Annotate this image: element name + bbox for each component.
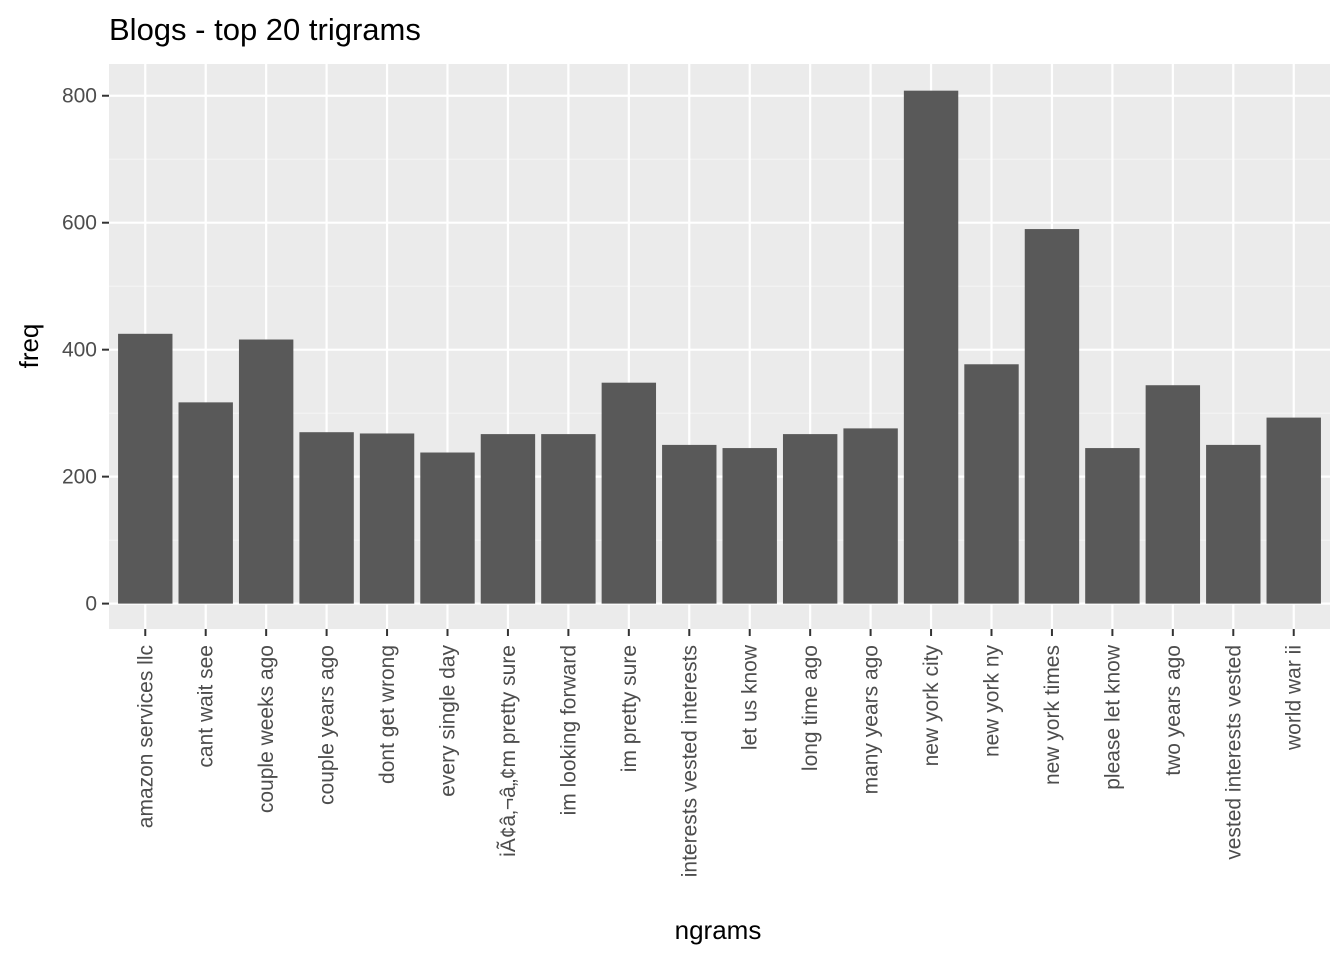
y-tick-label: 800: [62, 85, 97, 108]
bar: [541, 434, 596, 604]
bar: [1206, 444, 1261, 604]
x-tick-label: let us know: [739, 644, 762, 750]
bar: [782, 434, 838, 604]
bar: [662, 444, 717, 604]
x-axis: amazon services llc cant wait see couple w…: [134, 629, 1306, 877]
x-tick-label: new york times: [1041, 645, 1064, 785]
bar: [118, 333, 173, 604]
x-tick-label: new york city: [920, 645, 943, 767]
bar: [238, 339, 294, 604]
x-tick-label: long time ago: [799, 645, 822, 771]
x-tick-label: many years ago: [860, 645, 883, 794]
bar: [299, 432, 354, 604]
x-axis-title: ngrams: [675, 915, 762, 945]
x-tick-label: iÃ¢â‚¬â„¢m pretty sure: [496, 645, 520, 857]
bar: [1085, 448, 1140, 604]
x-tick-label: couple weeks ago: [255, 645, 278, 813]
bar: [722, 448, 777, 604]
x-tick-label: two years ago: [1162, 645, 1185, 776]
y-tick-label: 200: [62, 466, 97, 489]
bar: [964, 364, 1019, 604]
bar: [903, 90, 959, 604]
chart-title: Blogs - top 20 trigrams: [109, 12, 421, 47]
x-tick-label: interests vested interests: [678, 645, 701, 877]
x-tick-label: dont get wrong: [376, 645, 399, 784]
bar: [1145, 385, 1201, 604]
y-axis-title: freq: [14, 324, 44, 369]
bar: [420, 452, 475, 604]
x-tick-label: every single day: [436, 645, 459, 797]
y-tick-label: 400: [62, 339, 97, 362]
x-tick-label: amazon services llc: [134, 645, 157, 828]
y-tick-label: 0: [85, 593, 97, 616]
bar: [359, 433, 415, 604]
bar: [1024, 229, 1080, 604]
x-tick-label: vested interests vested: [1222, 645, 1245, 860]
bar: [843, 428, 898, 604]
x-tick-label: please let know: [1101, 644, 1124, 790]
bar: [601, 382, 657, 604]
bars: [118, 90, 1321, 604]
x-tick-label: im looking forward: [557, 645, 580, 815]
x-tick-label: world war ii: [1283, 645, 1306, 751]
x-tick-label: couple years ago: [316, 645, 339, 805]
bar: [1266, 417, 1321, 604]
x-tick-label: cant wait see: [195, 645, 218, 768]
y-tick-label: 600: [62, 212, 97, 235]
y-axis: 0 200 400 600 800: [62, 85, 109, 616]
x-tick-label: new york ny: [981, 645, 1004, 758]
bar: [480, 434, 536, 604]
bar: [178, 402, 233, 604]
x-tick-label: im pretty sure: [618, 645, 641, 772]
